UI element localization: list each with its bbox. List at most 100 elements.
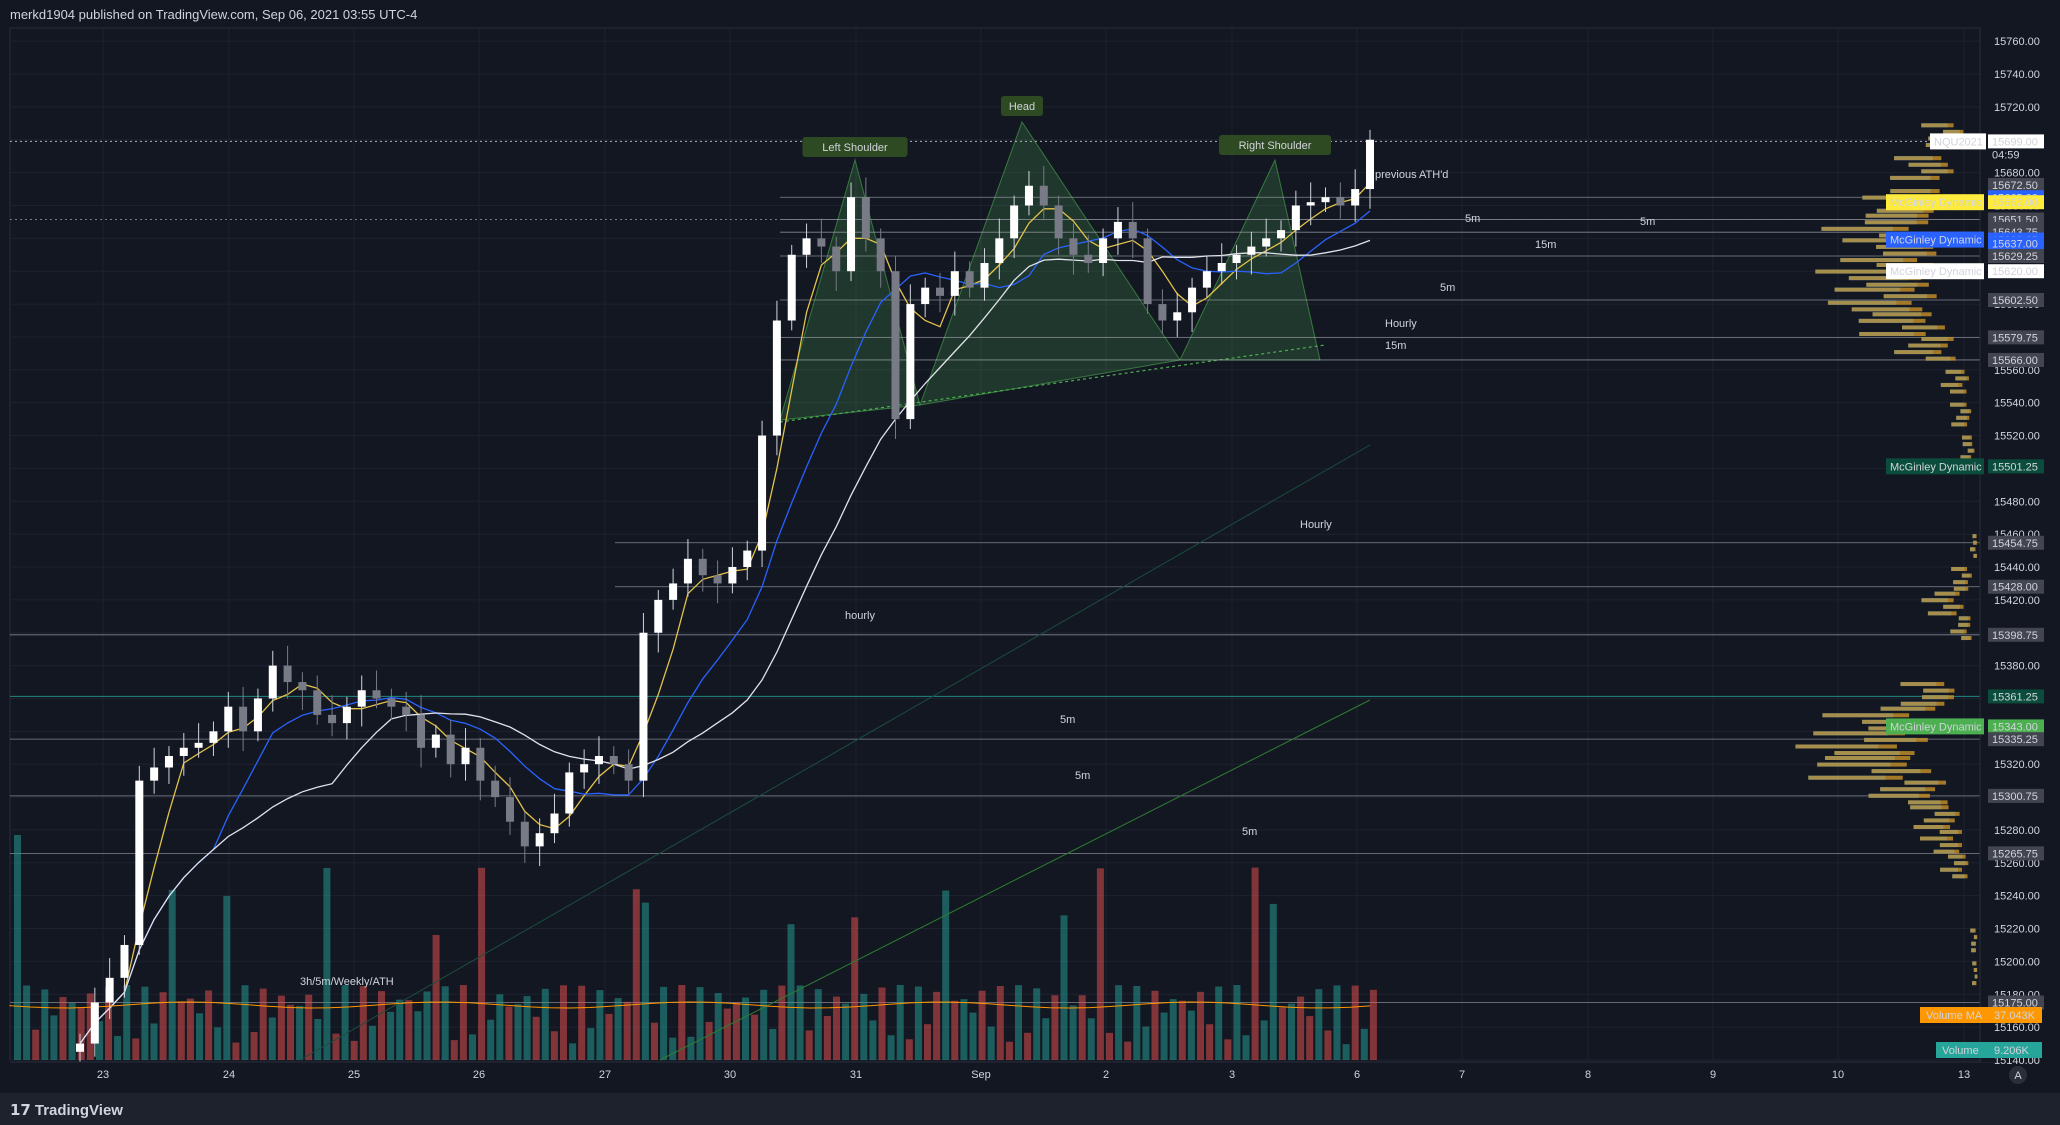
price-label-box (1988, 627, 2044, 642)
profile-bar-gold (1971, 941, 1977, 946)
volume-bar (705, 1021, 713, 1060)
price-label: 15454.75 (1992, 538, 2038, 550)
volume-bar (787, 924, 795, 1060)
volume-bar (1106, 1032, 1113, 1060)
profile-bar-gold (1908, 343, 1948, 348)
profile-bar-gold (1953, 586, 1969, 591)
volume-bar (77, 1007, 85, 1060)
volume-bar (105, 987, 112, 1060)
price-label-box (1988, 732, 2044, 747)
profile-bar-gold (1842, 238, 1919, 243)
volume-bar (95, 1021, 103, 1060)
candle-body (1366, 139, 1374, 190)
volume-bar (277, 995, 285, 1060)
profile-bar-gold (1945, 369, 1965, 374)
price-label: 15672.50 (1992, 180, 2038, 192)
volume-bar (196, 1013, 203, 1060)
profile-bar-gold (1871, 769, 1932, 774)
volume-bar (423, 991, 431, 1060)
profile-bar-gold (1934, 591, 1960, 596)
candle-body (1039, 185, 1048, 206)
candle-body (654, 599, 663, 633)
volume-bar (869, 1020, 877, 1060)
profile-bar-gold (1883, 294, 1937, 299)
drawing-label: 5m (1440, 282, 1455, 294)
drawing-label: 15m (1385, 340, 1406, 352)
profile-bar-gold (1962, 442, 1973, 447)
drawing-label: 15m (1535, 239, 1556, 251)
time-axis-label: 8 (1585, 1069, 1591, 1081)
price-label-box (1988, 535, 2044, 550)
candle-body (431, 734, 440, 748)
candle-body (698, 558, 707, 576)
price-chart[interactable]: previous ATH'd 5m 5m 15m 5m Hourly 15m Hourly ho… (0, 0, 2060, 1093)
profile-bar-gold (1961, 573, 1972, 578)
volume-bar (1042, 1018, 1050, 1060)
candle-body (624, 764, 633, 781)
volume-bar (141, 986, 149, 1060)
profile-bar-gold (1970, 547, 1976, 552)
volume-bar (469, 1034, 476, 1060)
candle-body (1262, 238, 1271, 247)
volume-bar (514, 1004, 522, 1060)
volume-ma-label: Volume MA (1926, 1010, 1983, 1022)
profile-bar-gold (1901, 325, 1945, 330)
drawing-label: 5m (1465, 213, 1480, 225)
candle-body (683, 558, 692, 584)
volume-bar (132, 1038, 140, 1060)
profile-bar-gold (1822, 713, 1910, 718)
candle-body (1069, 238, 1078, 255)
moving-averages (9, 182, 1371, 1061)
profile-bar-gold (1971, 948, 1977, 953)
candle-body (328, 714, 337, 724)
drawing-label: Hourly (1300, 519, 1332, 531)
volume-bar (1215, 986, 1223, 1060)
profile-bar-gold (1808, 775, 1903, 780)
volume-bar (1306, 1016, 1314, 1060)
candle-body (1173, 312, 1182, 321)
volume-bar (350, 1040, 358, 1060)
candle-body (417, 714, 426, 748)
annotation-box (802, 137, 908, 157)
candle-body (1202, 271, 1211, 288)
price-tick-label: 15480.00 (1994, 496, 2040, 508)
price-label: 15428.00 (1992, 582, 2038, 594)
candle-body (239, 706, 248, 732)
candle-body (787, 254, 796, 321)
candle-body (713, 575, 722, 584)
profile-bar-gold (1904, 780, 1946, 785)
volume-bar (487, 1019, 495, 1060)
indicator-tag: McGinley Dynamic (1890, 235, 1982, 247)
candle-body (105, 977, 114, 1003)
price-tick-label: 15520.00 (1994, 431, 2040, 443)
candle-body (1143, 238, 1152, 305)
drawing-label: 3h/5m/Weekly/ATH (300, 976, 394, 988)
volume-bar (14, 835, 21, 1060)
price-tick-label: 15320.00 (1994, 759, 2040, 771)
profile-bar-gold (1851, 307, 1923, 312)
profile-bar-gold (1848, 276, 1921, 281)
tradingview-logo[interactable]: 𝟭𝟳 TradingView (10, 1101, 123, 1119)
indicator-tag-box (1886, 458, 1984, 475)
auto-scale-button[interactable]: A (2009, 1066, 2027, 1084)
volume-bar (186, 998, 194, 1060)
candle-body (461, 747, 470, 765)
time-axis-label: 6 (1354, 1069, 1360, 1081)
candle-body (90, 1002, 99, 1044)
volume-bar (1260, 1020, 1268, 1060)
candle-body (669, 583, 678, 600)
profile-bar-gold (1921, 169, 1954, 174)
price-label: 15300.75 (1992, 791, 2038, 803)
volume-bar (878, 987, 886, 1060)
profile-bar-gold (1859, 332, 1926, 337)
candle-body (446, 734, 455, 765)
volume-bar (569, 1043, 577, 1060)
candle-body (980, 262, 989, 288)
profile-bar-gold (1950, 402, 1967, 407)
time-axis-label: 27 (599, 1069, 611, 1081)
profile-bar-gold (1913, 825, 1951, 830)
candle-body (387, 698, 396, 707)
candle-body (550, 813, 559, 834)
volume-bar (651, 1022, 658, 1060)
candle-body (594, 755, 603, 765)
